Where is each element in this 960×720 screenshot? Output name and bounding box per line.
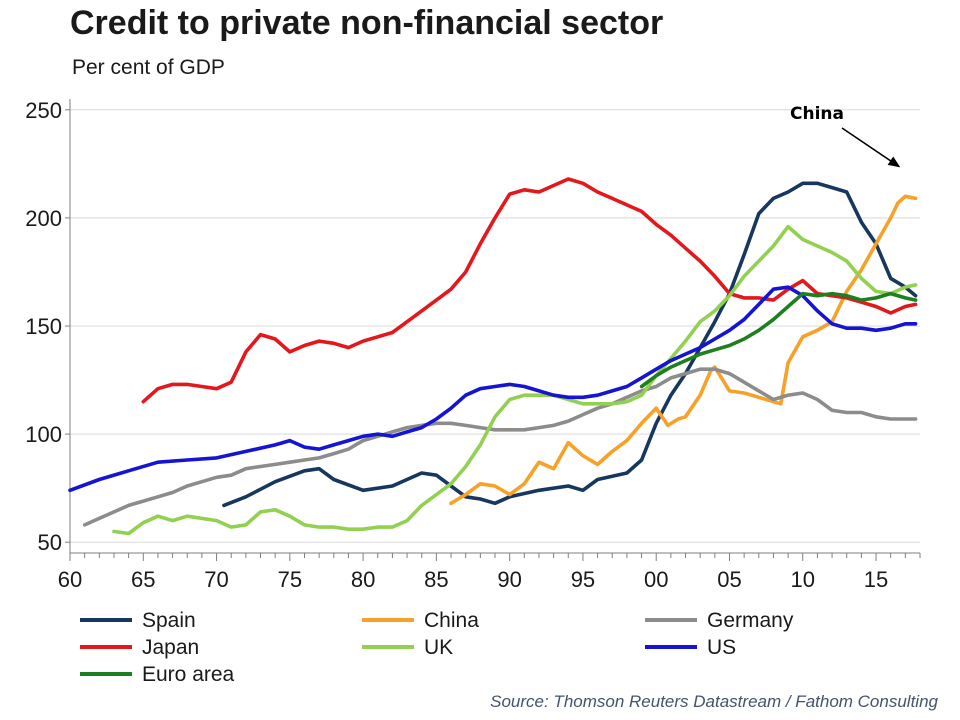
x-tick-label: 10 [791,567,815,592]
series-line-us [68,285,918,493]
x-tick-label: 70 [204,567,228,592]
x-tick-label: 15 [864,567,888,592]
legend-label: Euro area [142,663,235,686]
x-tick-label: 85 [424,567,448,592]
x-tick-label: 05 [717,567,741,592]
axes: 50 100 150 200 250 60 65 70 75 80 85 90 95 00 05 10 15 [25,98,921,592]
chart-subtitle: Per cent of GDP [72,56,225,79]
x-tick-label: 90 [497,567,521,592]
grid-lines [70,109,920,543]
y-tick-label: 200 [25,206,62,231]
legend-label: Japan [142,636,199,659]
x-tick-label: 60 [58,567,82,592]
annotation-label: China [790,104,844,124]
series-line-germany [82,367,918,527]
x-tick-label: 95 [571,567,595,592]
legend-label: Germany [707,609,794,632]
series-line-china [449,194,918,506]
y-tick-label: 150 [25,314,62,339]
x-tick-label: 80 [351,567,375,592]
y-tick-label: 100 [25,422,62,447]
x-tick-label: 65 [131,567,155,592]
x-tick-label: 75 [278,567,302,592]
annotation-arrow [841,127,901,168]
y-tick-label: 50 [38,530,62,555]
source-note: Source: Thomson Reuters Datastream / Fat… [490,692,938,711]
series-line-uk [112,224,918,536]
legend-label: Spain [142,609,196,632]
x-tick-label: 00 [644,567,668,592]
legend: Spain China Germany Japan UK US Euro area [80,609,794,686]
legend-label: China [424,609,479,632]
series-line-japan [141,177,918,404]
legend-label: US [707,636,736,659]
y-tick-label: 250 [25,98,62,123]
series-lines [68,177,918,536]
series-line-spain [222,181,918,508]
chart-title: Credit to private non-financial sector [70,4,664,42]
series-line-euro-area [639,291,918,389]
annotation: China [790,104,901,168]
legend-label: UK [424,636,453,659]
